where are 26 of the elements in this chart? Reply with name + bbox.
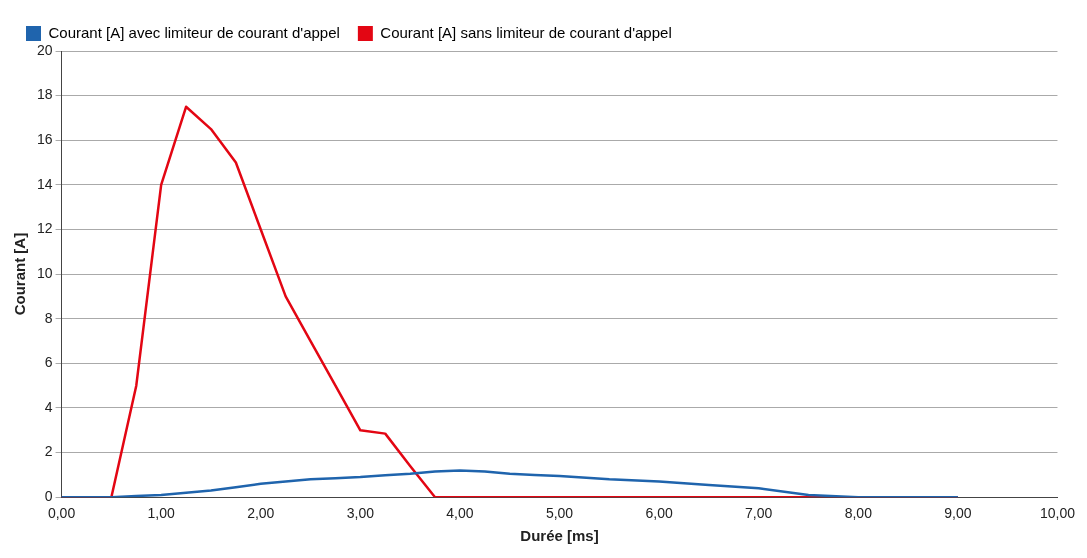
- x-tick-label: 5,00: [545, 505, 574, 522]
- x-tick-label: 1,00: [147, 505, 175, 522]
- x-tick-label: 3,00: [346, 505, 375, 522]
- y-tick-label: 12: [36, 220, 53, 237]
- y-tick-label: 16: [36, 131, 53, 148]
- y-tick-label: 4: [44, 398, 53, 415]
- x-tick-label: 2,00: [247, 505, 275, 522]
- y-axis-title: Courant [A]: [11, 232, 29, 316]
- y-tick-label: 6: [44, 354, 53, 371]
- x-tick-label: 6,00: [645, 505, 673, 522]
- y-tick-label: 8: [44, 309, 53, 326]
- x-tick-label: 10,00: [1039, 505, 1076, 522]
- x-tick-label: 8,00: [844, 505, 873, 522]
- legend-label: Courant [A] sans limiteur de courant d'appel: [380, 23, 672, 41]
- y-tick-label: 14: [36, 175, 53, 192]
- x-tick-label: 9,00: [944, 505, 972, 522]
- y-tick-label: 0: [44, 488, 53, 505]
- x-tick-label: 4,00: [446, 505, 474, 522]
- y-tick-label: 2: [44, 443, 53, 460]
- y-tick-label: 20: [36, 41, 53, 58]
- y-tick-label: 18: [36, 86, 53, 103]
- x-tick-label: 0,00: [47, 505, 76, 522]
- y-tick-label: 10: [36, 264, 53, 281]
- legend-label: Courant [A] avec limiteur de courant d'appel: [48, 23, 340, 41]
- x-tick-label: 7,00: [745, 505, 773, 522]
- x-axis-title: Durée [ms]: [520, 527, 599, 545]
